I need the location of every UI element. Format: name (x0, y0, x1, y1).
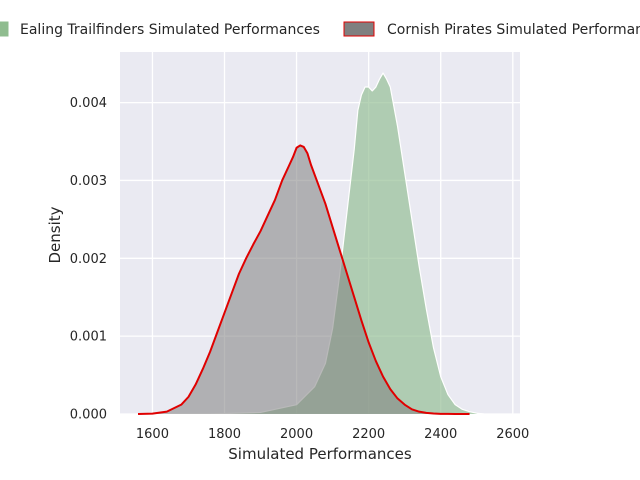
legend: Ealing Trailfinders Simulated Performanc… (0, 21, 640, 38)
legend-label-cornish: Cornish Pirates Simulated Performances (387, 22, 640, 38)
y-tick-label: 0.001 (70, 330, 107, 345)
legend-swatch-ealing (0, 21, 9, 37)
x-tick-label: 2200 (352, 427, 385, 442)
y-tick-label: 0.003 (70, 174, 107, 189)
tick-labels: 1600 1800 2000 2200 2400 2600 0.000 0.001 0.002 0… (70, 96, 530, 442)
density-line-cornish (137, 144, 470, 415)
legend-label-ealing: Ealing Trailfinders Simulated Performanc… (20, 22, 320, 38)
y-tick-label: 0.002 (70, 252, 107, 267)
y-tick-label: 0.000 (70, 408, 107, 423)
x-axis-label: Simulated Performances (228, 445, 412, 463)
y-axis-label: Density (46, 206, 64, 263)
density-area-cornish (138, 145, 470, 415)
x-tick-label: 2400 (424, 427, 457, 442)
y-tick-label: 0.004 (70, 96, 107, 111)
x-tick-label: 1800 (208, 427, 241, 442)
x-tick-label: 2600 (496, 427, 529, 442)
legend-swatch-cornish (343, 21, 375, 37)
density-areas (137, 72, 485, 415)
x-tick-label: 1600 (136, 427, 169, 442)
x-tick-label: 2000 (280, 427, 313, 442)
density-area-ealing (210, 73, 484, 415)
